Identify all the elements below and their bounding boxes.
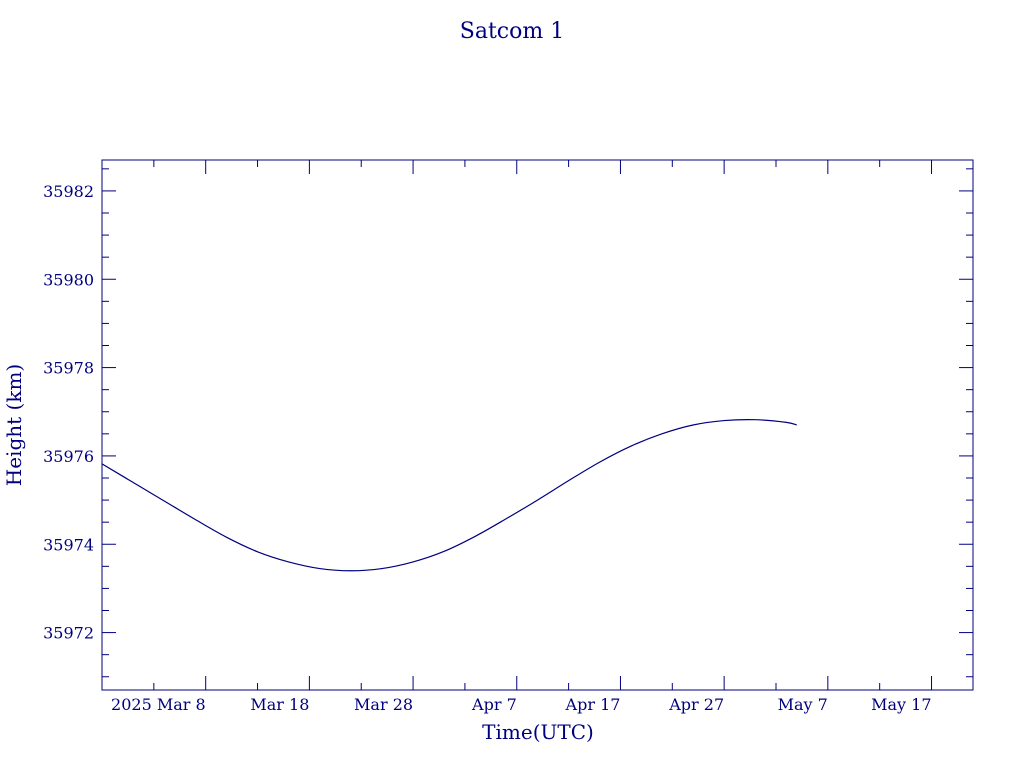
y-tick-labels: 35972 35974 35976 35978 35980 35982 (43, 182, 94, 643)
y-tick-label: 35974 (43, 535, 94, 554)
x-axis-label: Time(UTC) (482, 720, 594, 744)
x-tick-label: May 7 (778, 695, 828, 714)
axis-ticks (101, 160, 973, 690)
y-tick-label: 35980 (43, 270, 94, 289)
chart-title: Satcom 1 (460, 19, 564, 44)
y-tick-label: 35976 (43, 447, 94, 466)
series-line (101, 418, 797, 572)
y-tick-label: 35972 (43, 624, 94, 643)
plot-frame (101, 159, 974, 691)
x-tick-label: Apr 7 (471, 695, 517, 714)
y-axis-label: Height (km) (2, 364, 26, 486)
x-tick-label: Mar 28 (354, 695, 413, 714)
x-tick-label: Apr 27 (668, 695, 724, 714)
y-tick-label: 35978 (43, 359, 94, 378)
x-tick-label: 2025 Mar 8 (111, 695, 206, 714)
x-tick-label: Mar 18 (250, 695, 309, 714)
x-tick-label: May 17 (871, 695, 931, 714)
x-tick-labels: 2025 Mar 8 Mar 18 Mar 28 Apr 7 Apr 17 Apr 27 M… (111, 695, 931, 714)
x-tick-label: Apr 17 (565, 695, 621, 714)
y-tick-label: 35982 (43, 182, 94, 201)
